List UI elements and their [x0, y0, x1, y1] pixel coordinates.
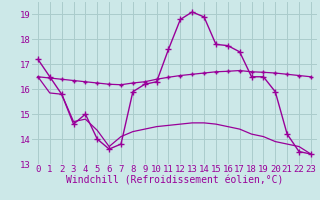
X-axis label: Windchill (Refroidissement éolien,°C): Windchill (Refroidissement éolien,°C): [66, 176, 283, 186]
